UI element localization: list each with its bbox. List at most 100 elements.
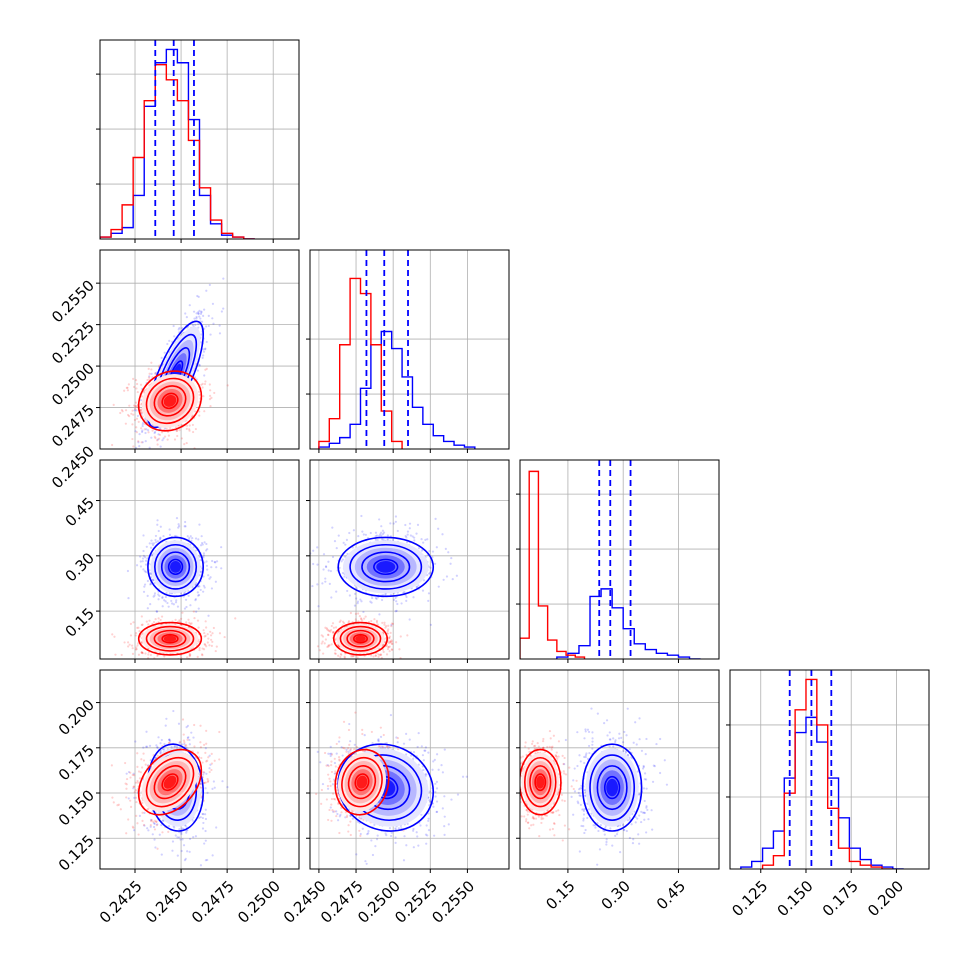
sample-point: [374, 531, 378, 534]
sample-point: [140, 441, 143, 444]
histogram-blue: [556, 588, 701, 659]
sample-point: [328, 644, 331, 647]
sample-point: [198, 555, 202, 558]
sample-point: [162, 437, 165, 440]
sample-point: [226, 384, 229, 387]
sample-point: [180, 617, 183, 620]
sample-point: [143, 570, 146, 573]
sample-point: [186, 535, 189, 538]
sample-point: [188, 837, 192, 841]
sample-point: [386, 647, 390, 651]
sample-point: [133, 774, 136, 777]
sample-point: [198, 315, 201, 318]
sample-point: [184, 598, 188, 601]
sample-point: [180, 849, 183, 853]
sample-point: [204, 380, 207, 383]
sample-point: [173, 438, 177, 441]
sample-point: [135, 417, 139, 420]
sample-point: [392, 522, 395, 525]
sample-point: [198, 523, 201, 526]
sample-point: [157, 529, 160, 533]
sample-point: [161, 748, 165, 751]
sample-point: [142, 390, 146, 393]
sample-point: [141, 424, 144, 428]
sample-point: [211, 640, 214, 643]
sample-point: [141, 652, 144, 655]
sample-point: [135, 446, 138, 449]
sample-point: [210, 566, 213, 569]
sample-point: [355, 597, 358, 600]
sample-point: [205, 564, 209, 567]
sample-point: [324, 638, 327, 641]
sample-point: [370, 654, 373, 657]
sample-point: [413, 539, 416, 542]
sample-point: [197, 593, 201, 597]
sample-point: [147, 431, 150, 434]
sample-point: [377, 655, 380, 658]
sample-point: [163, 599, 166, 602]
sample-point: [195, 317, 198, 320]
sample-point: [176, 661, 178, 663]
sample-point: [215, 826, 218, 829]
sample-point: [148, 375, 151, 378]
sample-point: [166, 601, 169, 605]
contour-red: [353, 633, 368, 644]
sample-point: [388, 645, 391, 648]
sample-point: [417, 584, 420, 587]
sample-point: [374, 654, 377, 657]
sample-point: [381, 648, 385, 651]
sample-point: [356, 656, 359, 659]
sample-point: [341, 571, 345, 575]
sample-point: [198, 585, 201, 588]
sample-point: [388, 637, 391, 640]
sample-point: [153, 435, 156, 438]
sample-point: [162, 819, 165, 822]
sample-point: [205, 549, 208, 552]
sample-point: [184, 525, 187, 528]
sample-point: [162, 534, 165, 538]
sample-point: [133, 409, 136, 412]
sample-point: [357, 612, 360, 615]
sample-point: [144, 559, 148, 562]
sample-point: [349, 611, 352, 615]
sample-point: [145, 428, 148, 431]
sample-point: [334, 626, 338, 629]
sample-point: [347, 620, 351, 623]
sample-point: [135, 431, 138, 434]
sample-point: [175, 516, 179, 520]
sample-point: [166, 438, 169, 441]
sample-point: [209, 630, 212, 633]
sample-point: [140, 623, 143, 627]
sample-point: [385, 644, 388, 647]
sample-point: [203, 374, 206, 377]
sample-point: [214, 580, 217, 583]
sample-point: [206, 780, 209, 783]
sample-point: [148, 446, 151, 449]
sample-point: [156, 519, 159, 522]
sample-point: [186, 724, 190, 727]
sample-point: [330, 643, 333, 646]
sample-point: [206, 548, 209, 551]
sample-point: [177, 836, 181, 839]
sample-point: [143, 824, 146, 827]
sample-point: [168, 738, 171, 741]
sample-point: [187, 736, 190, 739]
sample-point: [372, 655, 375, 658]
sample-point: [324, 577, 327, 580]
sample-point: [207, 756, 210, 759]
sample-point: [153, 594, 156, 597]
sample-point: [166, 463, 168, 465]
sample-point: [191, 323, 194, 326]
sample-point: [184, 824, 187, 827]
panel-frame: [99, 39, 300, 240]
sample-point: [195, 312, 198, 315]
sample-point: [199, 317, 202, 320]
sample-point: [322, 553, 326, 556]
sample-point: [303, 538, 305, 540]
sample-point: [380, 534, 383, 537]
sample-point: [199, 544, 203, 547]
sample-point: [210, 396, 213, 399]
sample-point: [358, 615, 361, 618]
sample-point: [189, 604, 192, 607]
